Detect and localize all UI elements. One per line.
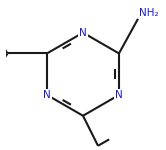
Text: NH₂: NH₂ [139, 8, 158, 18]
Text: N: N [43, 90, 51, 100]
Text: N: N [79, 28, 87, 38]
Text: N: N [115, 90, 123, 100]
